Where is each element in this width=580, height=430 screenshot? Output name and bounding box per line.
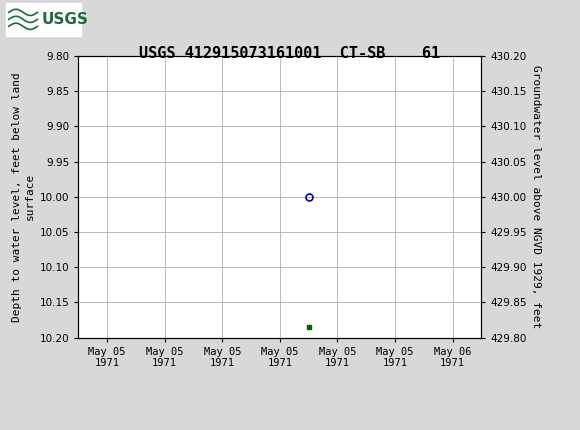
Y-axis label: Groundwater level above NGVD 1929, feet: Groundwater level above NGVD 1929, feet	[531, 65, 541, 329]
Text: USGS: USGS	[42, 12, 89, 27]
FancyBboxPatch shape	[6, 3, 81, 36]
Y-axis label: Depth to water level, feet below land
surface: Depth to water level, feet below land su…	[12, 72, 35, 322]
Text: USGS 412915073161001  CT-SB    61: USGS 412915073161001 CT-SB 61	[139, 46, 441, 61]
